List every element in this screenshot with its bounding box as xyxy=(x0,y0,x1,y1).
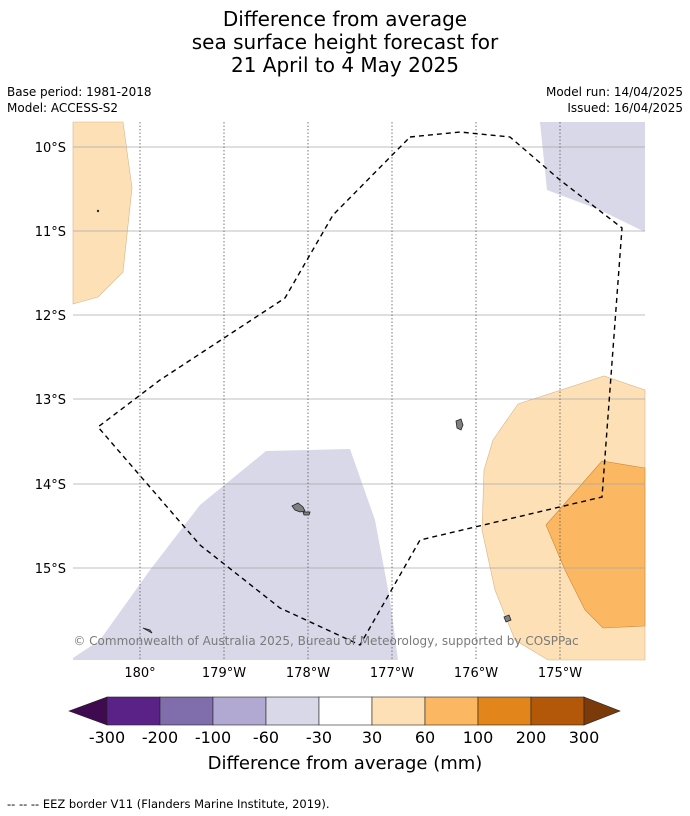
lat-axis-labels: 10°S 11°S 12°S 13°S 14°S 15°S xyxy=(35,141,66,577)
lon-label-180: 180° xyxy=(124,666,155,681)
colorbar-cell-4 xyxy=(265,696,320,726)
base-period: Base period: 1981-2018 xyxy=(7,85,152,99)
colorbar-cell-9 xyxy=(530,696,585,726)
colorbar-tick: 30 xyxy=(361,728,383,747)
lon-label-179w: 179°W xyxy=(202,666,246,681)
eez-legend-note: -- -- -- EEZ border V11 (Flanders Marine… xyxy=(7,797,330,811)
map-title: Difference from average sea surface heig… xyxy=(0,8,690,77)
meta-left: Base period: 1981-2018 Model: ACCESS-S2 xyxy=(7,84,152,116)
lon-label-177w: 177°W xyxy=(370,666,414,681)
colorbar-extend-max xyxy=(583,696,621,726)
eez-border xyxy=(96,131,623,646)
colorbar-label: Difference from average (mm) xyxy=(207,753,483,774)
fill-negative-sw xyxy=(73,449,398,660)
colorbar-cell-8 xyxy=(477,696,532,726)
model-run: Model run: 14/04/2025 xyxy=(545,85,683,99)
colorbar-tick: 100 xyxy=(462,728,494,747)
lon-label-176w: 176°W xyxy=(454,666,498,681)
island-sw xyxy=(142,627,153,634)
island-wallis xyxy=(291,502,306,513)
lon-axis-labels: 180° 179°W 178°W 177°W 176°W 175°W xyxy=(124,666,582,681)
lon-label-175w: 175°W xyxy=(538,666,582,681)
colorbar xyxy=(68,696,621,726)
title-line-2: sea surface height forecast for xyxy=(191,30,499,54)
model-name: Model: ACCESS-S2 xyxy=(7,101,119,115)
lat-label-10s: 10°S xyxy=(35,141,66,156)
colorbar-tick: -100 xyxy=(194,728,232,747)
fill-positive-nw xyxy=(72,121,133,305)
lat-label-12s: 12°S xyxy=(35,309,66,324)
lat-label-13s: 13°S xyxy=(35,393,66,408)
colorbar-tick: 200 xyxy=(515,728,547,747)
colorbar-tick: -300 xyxy=(88,728,126,747)
colorbar-tick: 60 xyxy=(414,728,436,747)
anomaly-fills xyxy=(72,121,646,661)
title-line-1: Difference from average xyxy=(222,7,468,31)
islands xyxy=(96,209,512,634)
island-niuafoou xyxy=(455,418,464,431)
colorbar-cell-3 xyxy=(212,696,267,726)
fill-positive-se-strong xyxy=(545,460,646,629)
meta-right: Model run: 14/04/2025 Issued: 16/04/2025 xyxy=(546,84,683,116)
colorbar-cell-7 xyxy=(424,696,479,726)
colorbar-extend-min xyxy=(68,696,108,726)
colorbar-cell-2 xyxy=(159,696,214,726)
colorbar-tick: 300 xyxy=(568,728,600,747)
lat-label-11s: 11°S xyxy=(35,225,66,240)
graticule xyxy=(73,122,645,660)
colorbar-cell-6 xyxy=(371,696,426,726)
lat-label-15s: 15°S xyxy=(35,562,66,577)
island-tokelau-dot xyxy=(96,209,100,213)
fill-negative-ne xyxy=(540,122,645,232)
lon-label-178w: 178°W xyxy=(286,666,330,681)
issued-date: Issued: 16/04/2025 xyxy=(567,101,683,115)
colorbar-tick: -60 xyxy=(252,728,280,747)
attribution: © Commonwealth of Australia 2025, Bureau… xyxy=(73,634,578,648)
colorbar-cell-5 xyxy=(318,696,373,726)
colorbar-tick: -200 xyxy=(141,728,179,747)
lat-label-14s: 14°S xyxy=(35,478,66,493)
island-niuatoputapu xyxy=(503,614,512,623)
colorbar-cell-1 xyxy=(106,696,161,726)
colorbar-tick: -30 xyxy=(305,728,333,747)
title-line-3: 21 April to 4 May 2025 xyxy=(231,53,459,77)
island-wallis-small xyxy=(302,511,311,516)
